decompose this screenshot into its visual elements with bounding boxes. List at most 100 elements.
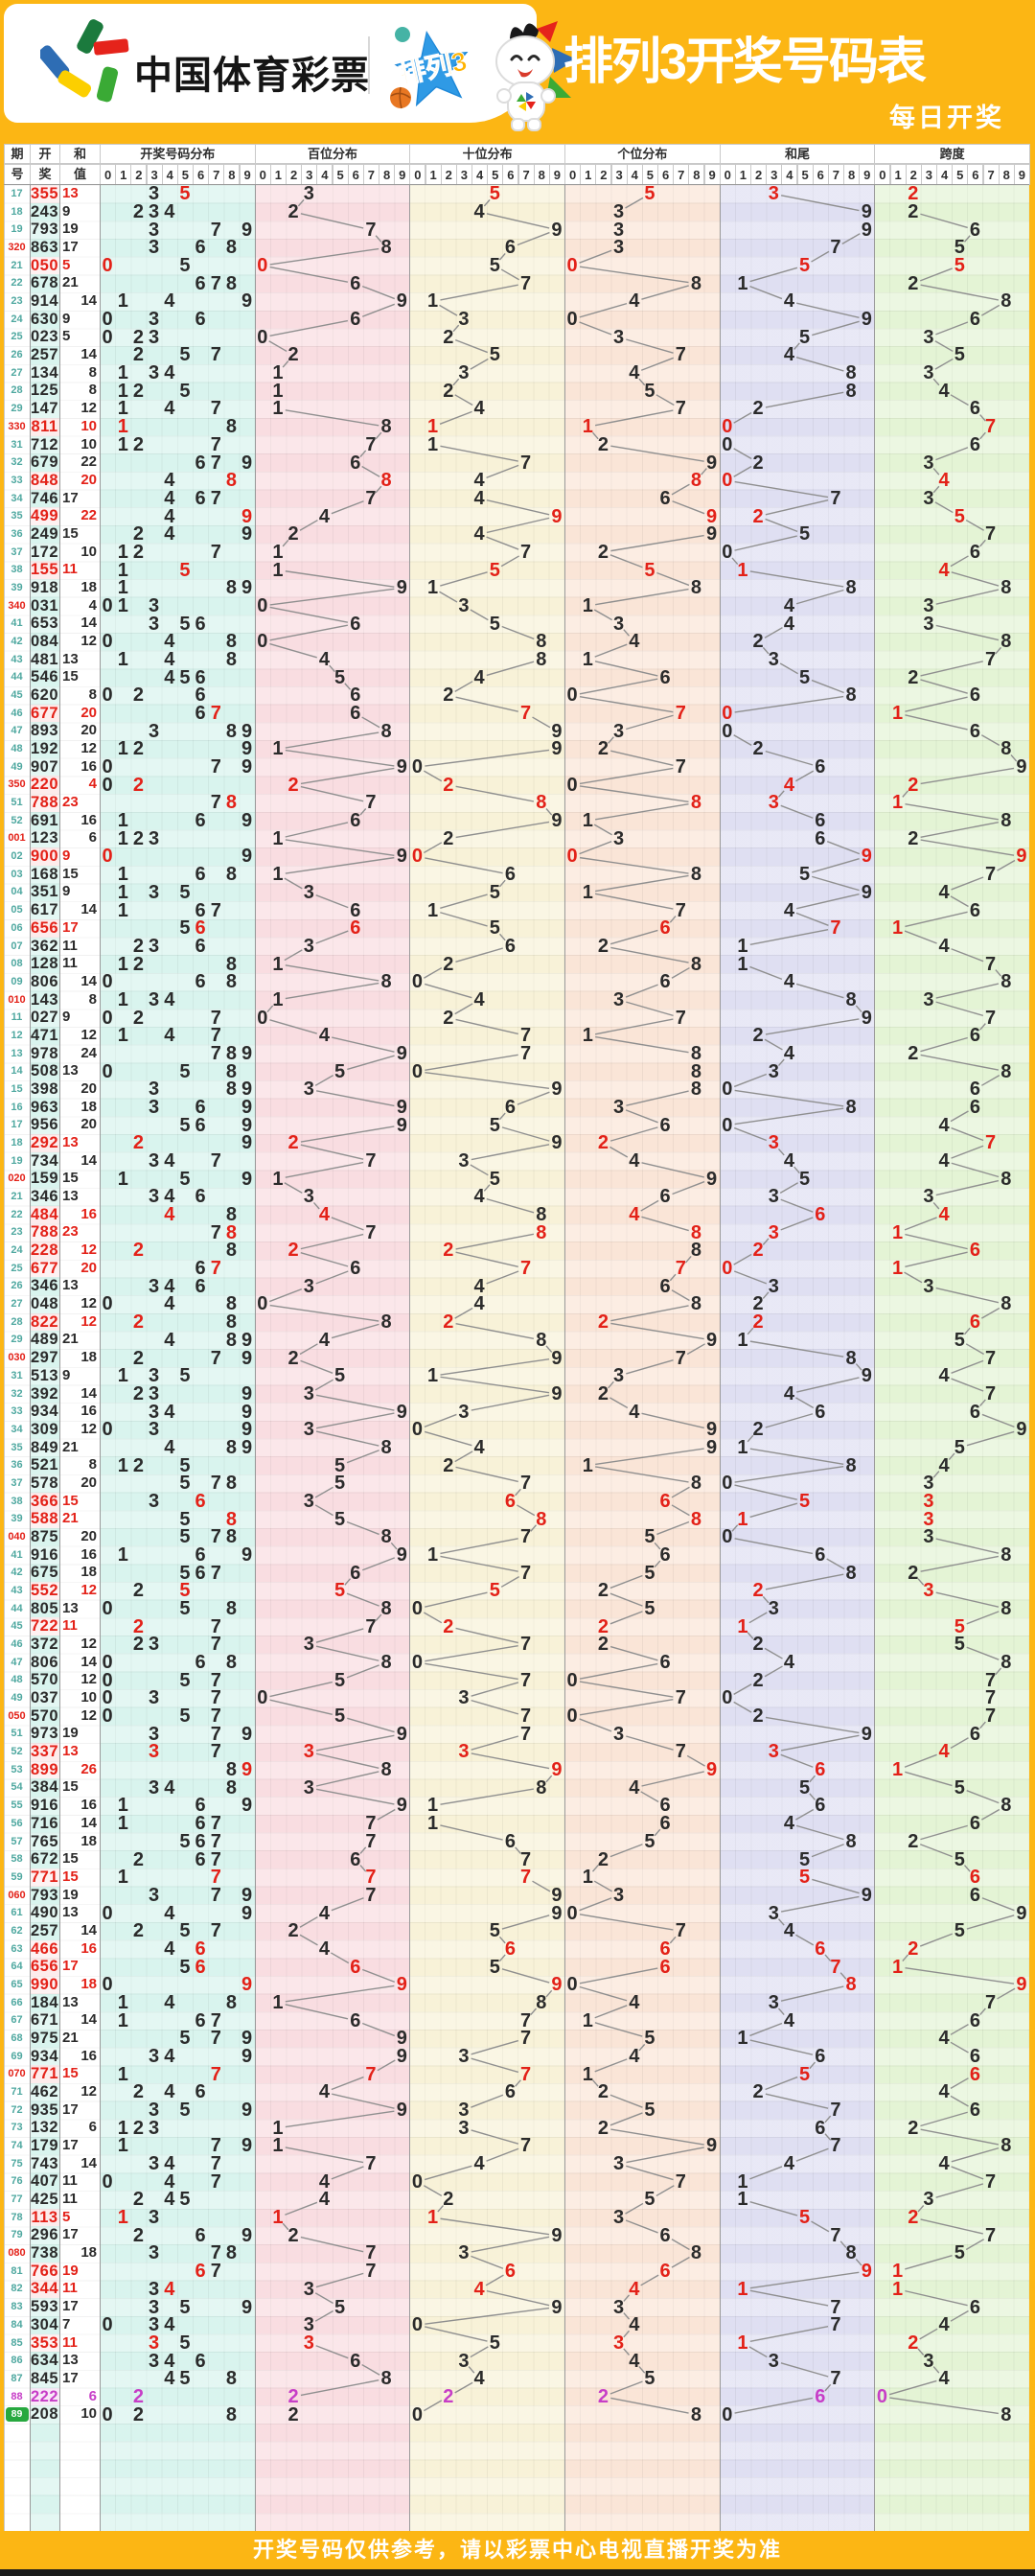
mark-digit: 1 xyxy=(117,810,128,832)
mark-digit: 3 xyxy=(923,2189,934,2211)
mark-digit: 0 xyxy=(257,255,268,277)
mark-digit: 8 xyxy=(380,1436,392,1458)
mark-digit: 8 xyxy=(380,1311,392,1334)
mark-digit: 5 xyxy=(799,1168,811,1190)
sum-value: 18 xyxy=(80,1564,97,1581)
mark-digit: 2 xyxy=(752,505,764,527)
mark-digit: 9 xyxy=(242,2100,253,2122)
mark-digit: 1 xyxy=(117,2135,128,2157)
mark-digit: 9 xyxy=(242,577,253,599)
mark-digit: 2 xyxy=(132,1634,144,1656)
mark-digit: 4 xyxy=(164,470,175,492)
mark-digit: 0 xyxy=(411,1598,423,1619)
draw-number: 771 xyxy=(30,1868,59,1886)
mark-digit: 0 xyxy=(102,971,113,993)
mark-digit: 0 xyxy=(411,971,423,993)
mark-digit: 4 xyxy=(473,988,485,1010)
mark-digit: 2 xyxy=(132,326,144,348)
mark-digit: 9 xyxy=(861,2261,872,2283)
period-label: 77 xyxy=(11,2193,23,2206)
mark-digit: 6 xyxy=(195,1938,206,1960)
mark-digit: 9 xyxy=(551,810,563,832)
digit-header: 2 xyxy=(750,164,768,185)
draw-cell-highlight xyxy=(30,1617,59,1636)
mark-digit: 1 xyxy=(272,953,284,975)
mark-digit: 7 xyxy=(210,2063,221,2085)
mark-digit: 5 xyxy=(179,1706,191,1728)
mark-digit: 6 xyxy=(195,1956,206,1978)
sum-value: 19 xyxy=(62,1886,79,1903)
mark-digit: 6 xyxy=(659,487,671,509)
mark-digit: 0 xyxy=(722,1526,733,1548)
sum-value: 15 xyxy=(62,524,79,542)
mark-digit: 6 xyxy=(350,2009,361,2031)
draw-number: 228 xyxy=(30,1242,59,1260)
mark-digit: 7 xyxy=(365,2063,377,2085)
mark-digit: 2 xyxy=(908,201,919,223)
mark-digit: 3 xyxy=(613,219,625,241)
mark-digit: 0 xyxy=(257,1687,268,1709)
draw-number: 822 xyxy=(30,1312,59,1331)
mark-digit: 4 xyxy=(164,1329,175,1351)
sum-value: 18 xyxy=(80,1098,97,1115)
mark-digit: 1 xyxy=(272,380,284,402)
period-label: 61 xyxy=(11,1907,23,1919)
period-label: 16 xyxy=(11,1101,23,1113)
mark-digit: 1 xyxy=(427,2207,439,2229)
mark-digit: 8 xyxy=(845,988,857,1010)
mark-digit: 4 xyxy=(783,2009,794,2031)
mark-digit: 2 xyxy=(288,1240,299,1262)
mark-digit: 5 xyxy=(489,1920,500,1942)
digit-header: 0 xyxy=(719,164,736,185)
mark-digit: 2 xyxy=(132,1347,144,1369)
mark-digit: 7 xyxy=(210,219,221,241)
sum-value: 16 xyxy=(80,811,97,828)
mark-digit: 6 xyxy=(659,1543,671,1566)
mark-digit: 3 xyxy=(613,2153,625,2175)
mark-digit: 2 xyxy=(132,541,144,563)
mark-digit: 9 xyxy=(1016,1974,1027,1996)
mark-digit: 1 xyxy=(892,1258,904,1280)
mark-digit: 3 xyxy=(149,362,160,384)
mark-digit: 3 xyxy=(458,2045,470,2067)
mark-digit: 2 xyxy=(132,344,144,366)
draw-number: 296 xyxy=(30,2226,59,2244)
mark-digit: 5 xyxy=(334,1580,346,1602)
mark-digit: 1 xyxy=(272,738,284,760)
mark-digit: 7 xyxy=(830,2224,841,2246)
mark-digit: 3 xyxy=(923,2350,934,2372)
period-label: 53 xyxy=(11,1763,23,1775)
mark-digit: 9 xyxy=(396,756,407,778)
mark-digit: 1 xyxy=(892,703,904,725)
mark-digit: 5 xyxy=(954,1920,965,1942)
mark-digit: 3 xyxy=(923,452,934,474)
draw-number: 084 xyxy=(30,632,59,650)
digit-header: 9 xyxy=(703,164,721,185)
period-label: 320 xyxy=(8,242,26,254)
mark-digit: 4 xyxy=(783,899,794,921)
sum-value: 10 xyxy=(80,417,97,434)
period-label: 44 xyxy=(11,1602,23,1614)
mark-digit: 9 xyxy=(396,1096,407,1118)
sum-value: 23 xyxy=(62,794,79,811)
mark-digit: 6 xyxy=(969,2045,980,2067)
digit-header: 4 xyxy=(472,164,489,185)
mark-digit: 9 xyxy=(861,1007,872,1029)
mark-digit: 0 xyxy=(722,1114,733,1136)
sum-value: 11 xyxy=(62,2280,78,2297)
mark-digit: 9 xyxy=(396,1543,407,1566)
mark-digit: 6 xyxy=(969,720,980,742)
period-label: 47 xyxy=(11,725,23,737)
mark-digit: 8 xyxy=(225,1311,237,1334)
mark-digit: 4 xyxy=(318,2189,330,2211)
mark-digit: 3 xyxy=(303,1186,314,1208)
period-label: 23 xyxy=(11,295,23,308)
period-label: 39 xyxy=(11,1513,23,1525)
mark-digit: 3 xyxy=(303,1776,314,1799)
mark-digit: 9 xyxy=(861,219,872,241)
mark-digit: 3 xyxy=(923,988,934,1010)
period-label: 13 xyxy=(11,1047,23,1059)
mark-digit: 7 xyxy=(830,1956,841,1978)
mark-digit: 2 xyxy=(908,1830,919,1852)
mark-digit: 5 xyxy=(954,505,965,527)
